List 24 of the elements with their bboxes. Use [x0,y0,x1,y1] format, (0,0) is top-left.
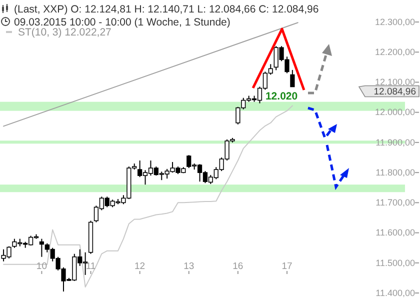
annotation: 12.084,96 [374,86,416,98]
y-tick-label: 12.100,00 [374,77,415,88]
y-tick-label: 11.800,00 [376,167,415,178]
chart-subtitle: 09.03.2015 10:00 - 10:00 (1 Woche, 1 Stunde) [14,16,230,28]
y-tick-label: 12.200,00 [374,46,415,57]
legend-label: ST(10, 3) 12.022,27 [18,26,112,39]
y-tick-label: 11.700,00 [376,198,415,208]
line-series [3,105,293,288]
x-tick-label: 13 [184,261,194,272]
x-tick-label: 17 [282,261,292,272]
y-tick-label: 11.500,00 [376,258,415,268]
candlestick [290,69,295,88]
x-tick-label: 11 [86,261,96,272]
x-tick-label: 16 [232,261,244,272]
y-tick-label: 11.400,00 [376,288,415,298]
y-tick-label: 12.300,00 [374,16,415,27]
y-tick-label: 11.600,00 [376,228,415,238]
chart-title: (Last, XXP) O: 12.124,81 H: 12.140,71 L: 12.084,66 C: 12.084,96 [14,4,319,16]
x-tick-label: 10 [36,261,47,272]
annotation: 12.020 [265,90,298,102]
y-tick-label: 11.900,00 [376,137,415,148]
candlestick [39,238,44,258]
y-tick-label: 12.000,00 [374,107,415,118]
x-tick-label: 12 [134,261,146,272]
